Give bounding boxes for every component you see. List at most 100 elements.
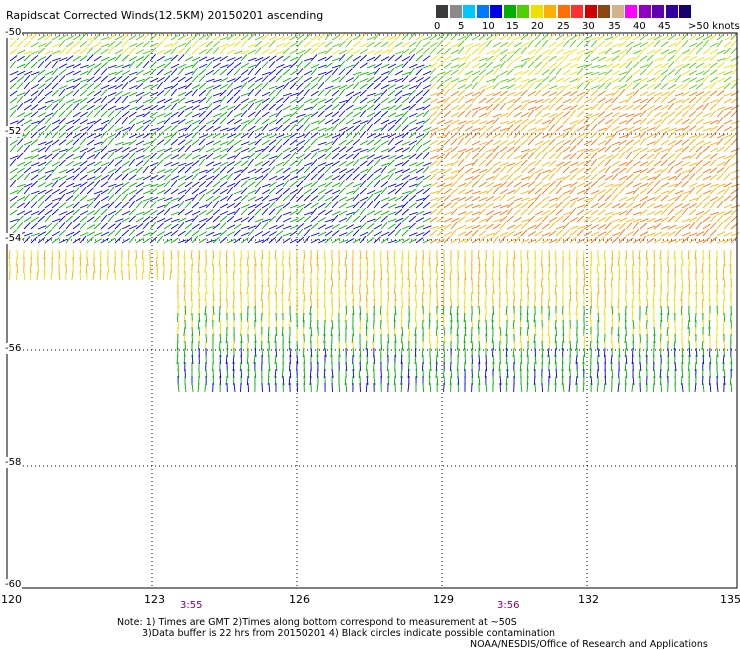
wind-barb [415, 96, 424, 104]
wind-barb [555, 90, 564, 97]
wind-barb [681, 223, 690, 230]
wind-barb [345, 168, 355, 174]
wind-barb [282, 211, 292, 216]
wind-barb [65, 131, 73, 139]
wind-barb [498, 277, 501, 288]
wind-barb [730, 148, 740, 153]
wind-barb [16, 138, 24, 146]
wind-barb [107, 85, 117, 90]
wind-barb [247, 146, 256, 153]
wind-barb [555, 116, 563, 125]
wind-barb [464, 210, 474, 216]
wind-barb [8, 249, 11, 260]
wind-barb [156, 81, 164, 90]
wind-barb [660, 54, 668, 62]
wind-barb [639, 137, 647, 146]
wind-barb [359, 179, 367, 188]
wind-barb [583, 153, 592, 160]
wind-barb [373, 224, 383, 230]
wind-barb [583, 270, 586, 281]
wind-barb [261, 145, 270, 153]
legend-label: 35 [608, 21, 621, 32]
wind-barb [631, 354, 634, 365]
wind-barb [323, 284, 326, 295]
wind-barb [338, 130, 346, 139]
wind-barb [506, 40, 515, 48]
wind-barb [457, 182, 467, 188]
wind-barb [282, 118, 291, 125]
wind-barb [247, 209, 256, 216]
wind-barb [303, 113, 313, 118]
wind-barb [562, 174, 571, 181]
wind-barb [723, 195, 732, 202]
wind-barb [30, 42, 39, 48]
wind-barb [232, 361, 235, 372]
wind-barb [695, 194, 703, 202]
wind-barb [289, 189, 299, 195]
wind-barb [359, 235, 367, 244]
wind-barb [387, 223, 396, 230]
wind-barb [303, 98, 313, 104]
wind-barb [37, 75, 46, 83]
wind-barb [205, 368, 208, 379]
wind-barb [303, 131, 311, 139]
wind-barb [730, 39, 738, 48]
wind-barb [597, 146, 606, 153]
wind-barb [415, 125, 424, 132]
wind-barb [86, 187, 94, 195]
wind-barb [604, 41, 613, 48]
wind-barb [422, 162, 432, 167]
wind-barb [695, 91, 705, 97]
wind-barb [730, 175, 740, 181]
wind-barb [205, 175, 215, 181]
wind-barb [534, 40, 542, 48]
wind-barb [527, 138, 535, 146]
wind-barb [191, 139, 200, 146]
legend-label: 20 [531, 21, 544, 32]
wind-barb [100, 56, 110, 62]
wind-barb [324, 225, 334, 230]
wind-barb [30, 138, 39, 146]
wind-barb [338, 60, 346, 69]
wind-barb [261, 41, 270, 48]
wind-barb [463, 284, 466, 294]
wind-barb [695, 210, 705, 216]
wind-barb [296, 153, 305, 160]
wind-barb [359, 54, 368, 62]
wind-barb [681, 82, 690, 90]
lat-label: -54 [4, 233, 23, 244]
wind-barb [688, 117, 697, 125]
wind-barb [652, 291, 655, 301]
wind-barb [275, 207, 283, 216]
wind-barb [177, 134, 187, 139]
wind-barb [338, 224, 348, 230]
wind-barb [219, 347, 222, 357]
wind-barb [86, 133, 96, 139]
wind-barb [639, 187, 648, 195]
wind-barb [695, 187, 703, 195]
wind-barb [86, 39, 94, 48]
wind-barb [450, 91, 459, 97]
wind-barb [716, 200, 724, 209]
wind-barb [212, 35, 222, 41]
wind-barb [499, 49, 509, 55]
wind-barb [43, 249, 46, 259]
wind-barb [716, 155, 726, 160]
wind-barb [366, 361, 368, 372]
wind-barb [569, 340, 572, 351]
wind-barb [590, 117, 598, 125]
wind-barb [331, 223, 340, 230]
wind-barb [638, 368, 641, 378]
wind-barb [442, 298, 445, 308]
wind-barb [625, 263, 628, 274]
wind-barb [464, 137, 472, 146]
wind-barb [428, 333, 431, 344]
wind-barb [93, 167, 102, 174]
wind-barb [30, 131, 38, 139]
wind-barb [541, 119, 551, 125]
wind-barb [205, 140, 215, 146]
wind-barb [478, 74, 486, 83]
wind-barb [604, 134, 614, 139]
wind-barb [226, 118, 235, 125]
wind-barb [520, 208, 529, 216]
